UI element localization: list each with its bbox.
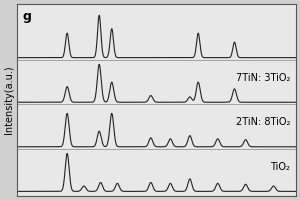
- Text: g: g: [22, 10, 32, 23]
- Y-axis label: Intensity(a.u.): Intensity(a.u.): [4, 66, 14, 134]
- Text: 7TiN: 3TiO₂: 7TiN: 3TiO₂: [236, 73, 290, 83]
- Text: TiO₂: TiO₂: [270, 162, 290, 172]
- Text: 2TiN: 8TiO₂: 2TiN: 8TiO₂: [236, 117, 290, 127]
